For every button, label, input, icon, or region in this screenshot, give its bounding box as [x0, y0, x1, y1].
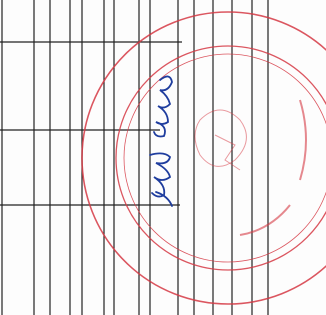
page [0, 0, 326, 315]
paper [0, 0, 326, 315]
scanned-document [0, 0, 326, 315]
